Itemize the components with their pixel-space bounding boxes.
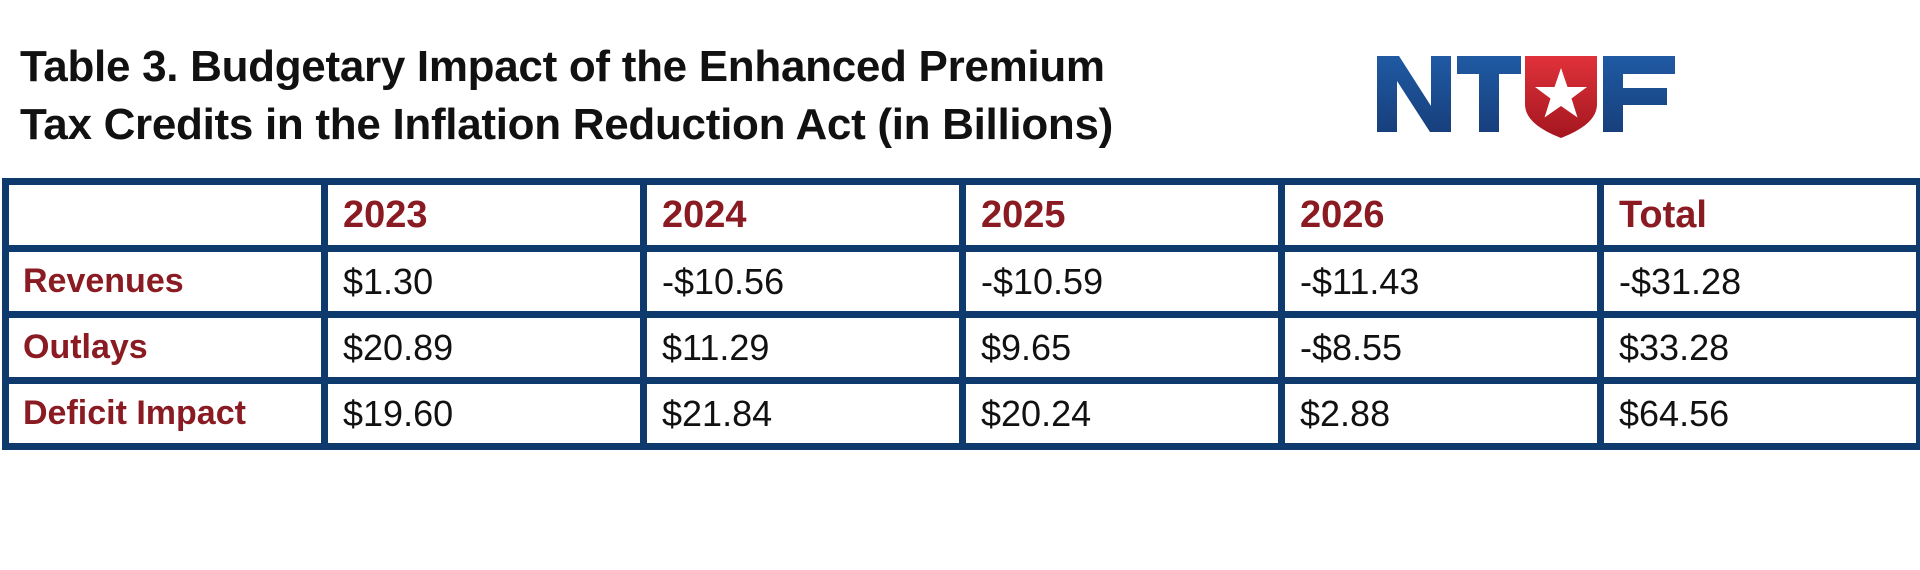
table-cell: $21.84: [640, 377, 966, 450]
table-cell: $20.24: [959, 377, 1285, 450]
table-row-deficit-impact: Deficit Impact $19.60 $21.84 $20.24 $2.8…: [2, 377, 1920, 450]
table-row-outlays: Outlays $20.89 $11.29 $9.65 -$8.55 $33.2…: [2, 311, 1920, 385]
table-title: Table 3. Budgetary Impact of the Enhance…: [20, 38, 1260, 154]
logo-letter-t: [1457, 56, 1521, 132]
row-label-deficit-impact: Deficit Impact: [2, 377, 328, 450]
budget-table-container: 2023 2024 2025 2026 Total Revenues $1.30…: [0, 177, 1920, 453]
logo-star-icon: [1535, 68, 1587, 118]
header-cell-2024: 2024: [640, 177, 966, 253]
table-row-revenues: Revenues $1.30 -$10.56 -$10.59 -$11.43 -…: [2, 245, 1920, 319]
table-cell: $11.29: [640, 311, 966, 385]
title-line-1: Table 3. Budgetary Impact of the Enhance…: [20, 42, 1105, 91]
table-cell: $2.88: [1278, 377, 1604, 450]
table-cell: $64.56: [1597, 377, 1920, 450]
table-cell: -$31.28: [1597, 245, 1920, 319]
header-cell-2026: 2026: [1278, 177, 1604, 253]
table-cell: $20.89: [321, 311, 647, 385]
ntuf-logo: [1377, 56, 1675, 138]
table-cell: $1.30: [321, 245, 647, 319]
header-cell-empty: [2, 177, 328, 253]
row-label-outlays: Outlays: [2, 311, 328, 385]
header-cell-2023: 2023: [321, 177, 647, 253]
title-line-2: Tax Credits in the Inflation Reduction A…: [20, 100, 1113, 149]
table-cell: -$10.59: [959, 245, 1285, 319]
row-label-revenues: Revenues: [2, 245, 328, 319]
table-cell: -$11.43: [1278, 245, 1604, 319]
table-cell: -$8.55: [1278, 311, 1604, 385]
header-cell-2025: 2025: [959, 177, 1285, 253]
table-cell: $19.60: [321, 377, 647, 450]
logo-letter-n: [1377, 56, 1451, 132]
logo-shield-u: [1525, 56, 1597, 138]
logo-letter-f: [1603, 56, 1675, 132]
table-cell: $33.28: [1597, 311, 1920, 385]
header-cell-total: Total: [1597, 177, 1920, 253]
table-cell: -$10.56: [640, 245, 966, 319]
table-cell: $9.65: [959, 311, 1285, 385]
budget-impact-table: 2023 2024 2025 2026 Total Revenues $1.30…: [2, 177, 1920, 450]
table-header-row: 2023 2024 2025 2026 Total: [2, 177, 1920, 253]
